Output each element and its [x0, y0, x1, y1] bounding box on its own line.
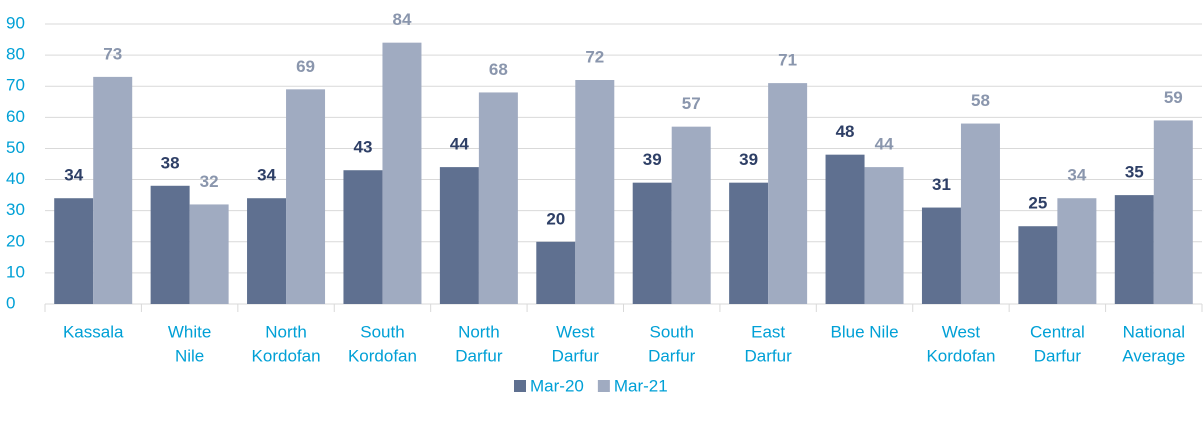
bar [671, 126, 711, 305]
value-label: 71 [778, 51, 797, 70]
x-tick-label: South [649, 322, 693, 341]
value-label: 38 [161, 153, 180, 172]
bar [768, 83, 808, 304]
bar [960, 123, 1000, 304]
bar [575, 80, 615, 304]
x-tick-label: Darfur [1034, 346, 1082, 365]
bar [189, 204, 229, 304]
y-tick-label: 10 [6, 262, 25, 281]
y-tick-label: 0 [6, 293, 15, 312]
x-tick-label: Kordofan [926, 346, 995, 365]
bar [1018, 226, 1058, 304]
x-tick-label: Average [1122, 346, 1185, 365]
value-label: 43 [353, 138, 372, 157]
bar [247, 198, 287, 304]
value-label: 34 [1067, 166, 1086, 185]
x-tick-label: Nile [175, 346, 204, 365]
y-tick-label: 50 [6, 138, 25, 157]
bar [150, 185, 190, 304]
value-label: 84 [392, 10, 411, 29]
bar [382, 42, 422, 305]
y-tick-label: 40 [6, 169, 25, 188]
y-tick-label: 60 [6, 107, 25, 126]
value-label: 34 [257, 166, 276, 185]
value-label: 20 [546, 209, 565, 228]
y-tick-label: 80 [6, 45, 25, 64]
x-tick-label: Central [1030, 322, 1085, 341]
bar [825, 154, 865, 304]
x-tick-label: Blue Nile [831, 322, 899, 341]
bar [93, 76, 133, 304]
x-tick-label: Darfur [648, 346, 696, 365]
value-label: 69 [296, 57, 315, 76]
bar [439, 167, 479, 304]
x-tick-label: South [360, 322, 404, 341]
value-label: 31 [932, 175, 951, 194]
value-label: 44 [875, 135, 894, 154]
legend-swatch [514, 380, 526, 392]
bar [632, 182, 672, 304]
bar [536, 241, 576, 304]
value-label: 72 [585, 47, 604, 66]
x-tick-label: West [942, 322, 981, 341]
value-label: 58 [971, 91, 990, 110]
x-tick-label: White [168, 322, 211, 341]
value-label: 73 [103, 44, 122, 63]
x-tick-label: West [556, 322, 595, 341]
value-label: 32 [200, 172, 219, 191]
value-label: 39 [643, 150, 662, 169]
y-tick-label: 90 [6, 13, 25, 32]
bar [286, 89, 326, 304]
bar [54, 198, 94, 304]
y-tick-label: 20 [6, 231, 25, 250]
bar [1057, 198, 1097, 304]
bar [1153, 120, 1193, 304]
x-tick-label: Kordofan [348, 346, 417, 365]
bar [478, 92, 518, 304]
value-label: 44 [450, 135, 469, 154]
y-tick-label: 30 [6, 200, 25, 219]
x-tick-label: Kassala [63, 322, 124, 341]
legend-label: Mar-20 [530, 376, 584, 395]
x-tick-label: Darfur [552, 346, 600, 365]
bar [921, 207, 961, 304]
value-label: 57 [682, 94, 701, 113]
value-label: 34 [64, 166, 83, 185]
bar [343, 170, 383, 304]
value-label: 48 [836, 122, 855, 141]
value-label: 59 [1164, 88, 1183, 107]
bar [729, 182, 769, 304]
legend-label: Mar-21 [614, 376, 668, 395]
x-tick-label: Kordofan [252, 346, 321, 365]
y-tick-label: 70 [6, 76, 25, 95]
value-label: 68 [489, 60, 508, 79]
x-tick-label: Darfur [455, 346, 503, 365]
legend-swatch [597, 380, 610, 392]
bar [1114, 195, 1154, 304]
x-tick-label: Darfur [745, 346, 793, 365]
x-tick-label: North [265, 322, 307, 341]
x-tick-label: North [458, 322, 500, 341]
value-label: 25 [1028, 194, 1047, 213]
value-label: 35 [1125, 163, 1144, 182]
value-label: 39 [739, 150, 758, 169]
bar [864, 167, 904, 304]
x-tick-label: National [1123, 322, 1185, 341]
x-tick-label: East [751, 322, 785, 341]
